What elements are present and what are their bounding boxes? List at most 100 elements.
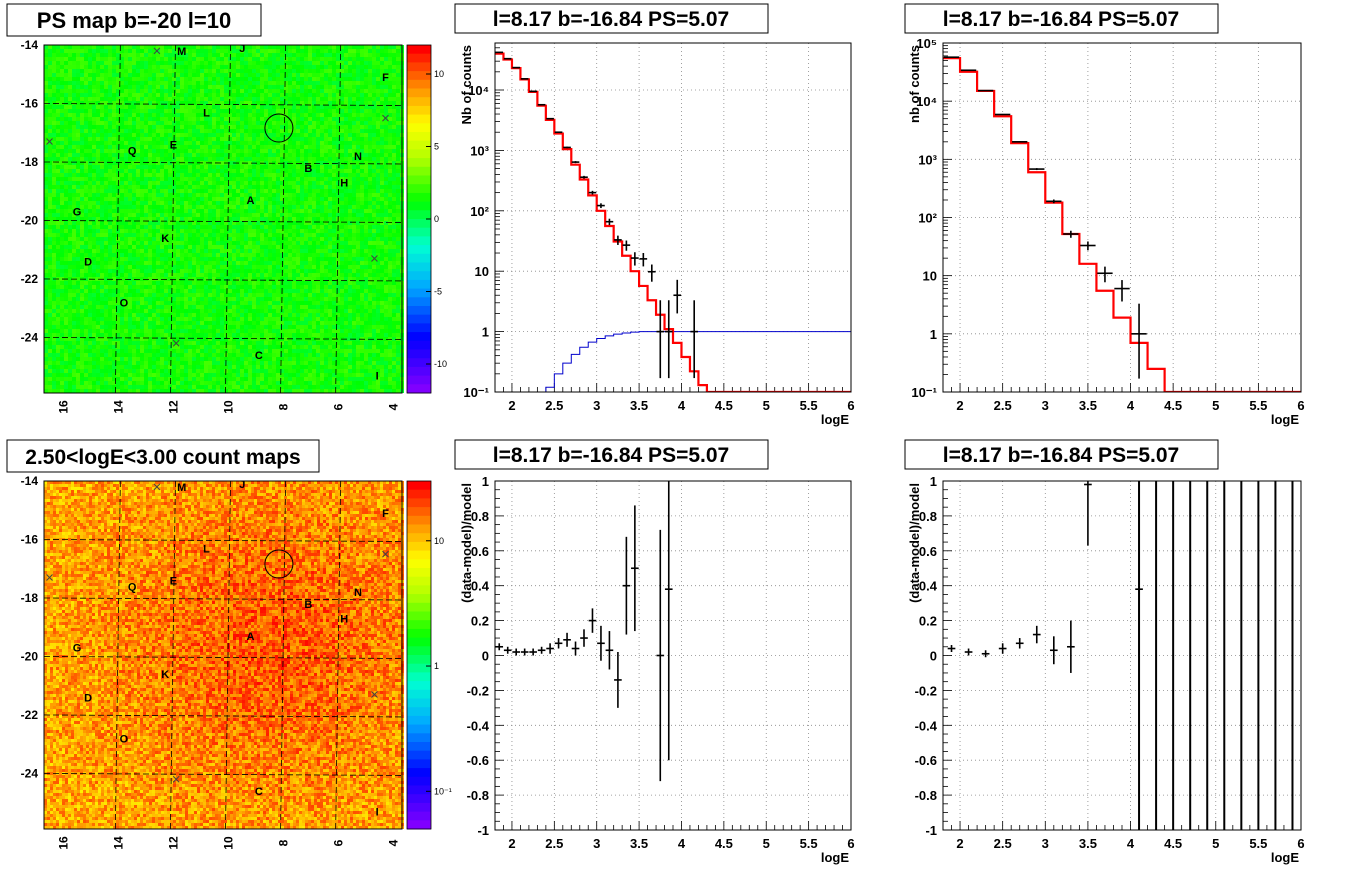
y-tick-label: -0.2 <box>915 683 937 698</box>
x-tick-label: 3.5 <box>1079 836 1097 851</box>
data-point <box>639 253 648 267</box>
map-y-tick-label: -20 <box>21 649 39 663</box>
source-cross <box>46 574 53 581</box>
source-label: Q <box>128 145 137 157</box>
plot-frame <box>942 42 1302 393</box>
map-x-tick-label: 14 <box>111 400 125 414</box>
data-point <box>664 300 673 379</box>
x-tick-label: 5 <box>763 836 770 851</box>
map-y-tick-label: -20 <box>21 213 39 227</box>
x-tick-label: 4 <box>678 398 686 413</box>
title-box-map-top: PS map b=-20 l=10 <box>6 3 262 37</box>
map-bottom-panel: 16 14 12 10 8 6 4 -14 -16 -18 -20 -22 -24 M J F L Q E N B H A G… <box>21 474 452 850</box>
data-point <box>1080 241 1096 251</box>
y-tick-label: -0.4 <box>467 718 490 733</box>
source-cross <box>172 339 180 347</box>
y-tick-label: 10² <box>470 204 489 219</box>
ps-map-grid <box>43 44 403 394</box>
y-tick-label: 10³ <box>918 152 937 167</box>
data-point <box>1046 199 1062 204</box>
source-cross <box>371 255 378 262</box>
y-tick-label: -0.4 <box>915 718 938 733</box>
y-tick-label: -0.6 <box>467 753 489 768</box>
y-tick-label: 0.6 <box>471 544 489 559</box>
x-tick-label: 5 <box>1212 836 1219 851</box>
source-label: F <box>382 508 389 520</box>
source-cross <box>382 114 389 122</box>
data-point <box>1012 141 1028 143</box>
x-tick-label: 3 <box>1042 836 1049 851</box>
map-x-tick-label: 16 <box>56 400 70 414</box>
source-label: M <box>177 482 186 494</box>
x-tick-label: 5 <box>1212 398 1219 413</box>
source-cross <box>382 550 389 558</box>
data-point <box>580 629 588 647</box>
data-point <box>1131 303 1147 379</box>
data-point <box>1063 230 1079 238</box>
plot-contents <box>943 56 1301 392</box>
plot-frame <box>942 480 1302 831</box>
source-cross <box>172 775 180 783</box>
plot-frame <box>494 480 852 831</box>
colorbar-tick-label: 10 <box>434 536 444 546</box>
source-label: M <box>177 46 186 58</box>
colorbar-tick-label: 0 <box>434 214 439 224</box>
spectrum-chart-mid: 2 2.5 3 3.5 4 4.5 5 5.5 6 10⁻¹ 1 10 10² 10³ 10⁴ logE Nb … <box>459 42 855 427</box>
map-x-tick-label: 16 <box>56 836 70 850</box>
data-point <box>580 175 588 179</box>
y-tick-label: 0.6 <box>919 544 937 559</box>
x-tick-label: 5 <box>763 398 770 413</box>
source-label: H <box>340 613 348 625</box>
data-point <box>563 146 571 149</box>
x-tick-label: 3 <box>593 398 600 413</box>
source-label: A <box>247 631 255 643</box>
y-tick-label: 10³ <box>470 143 489 158</box>
ps-colorbar: 10 5 0 -5 -10 <box>406 44 447 394</box>
map-y-tick-label: -14 <box>21 38 39 52</box>
source-cross <box>371 691 378 698</box>
y-tick-label: 10⁻¹ <box>911 385 937 400</box>
y-tick-label: -1 <box>477 823 489 838</box>
y-axis-label: (data-model)/model <box>907 483 922 603</box>
y-tick-label: -0.8 <box>915 788 937 803</box>
map-x-tick-label: 4 <box>387 839 401 846</box>
x-tick-label: 6 <box>1297 398 1304 413</box>
x-axis-label: logE <box>1271 412 1299 427</box>
source-label: J <box>239 479 245 491</box>
x-tick-label: 3 <box>1042 398 1049 413</box>
y-tick-label: 0.8 <box>919 509 937 524</box>
y-tick-label: 10² <box>918 211 937 226</box>
data-point <box>673 279 682 314</box>
source-label: E <box>170 139 177 151</box>
y-tick-label: 10⁴ <box>916 94 937 109</box>
data-point <box>614 652 622 708</box>
data-point <box>546 117 554 120</box>
data-point <box>588 190 597 195</box>
map-x-tick-label: 8 <box>277 403 291 410</box>
source-label: F <box>382 72 389 84</box>
map-y-tick-label: -24 <box>21 766 39 780</box>
x-tick-label: 4.5 <box>1164 836 1182 851</box>
y-tick-label: -0.2 <box>467 683 489 698</box>
data-point <box>1114 280 1130 302</box>
data-point <box>495 643 504 651</box>
data-point <box>605 218 614 226</box>
x-tick-label: 2.5 <box>994 836 1012 851</box>
y-tick-label: 10⁻¹ <box>463 385 489 400</box>
map-y-tick-label: -14 <box>21 474 39 488</box>
data-point <box>964 648 973 656</box>
source-label: B <box>304 599 312 611</box>
x-tick-label: 5.5 <box>1249 836 1267 851</box>
y-axis-label: (data-model)/model <box>459 483 474 603</box>
source-label: G <box>73 207 82 219</box>
cnt-colorbar: 10 1 10⁻¹ <box>406 480 452 830</box>
x-tick-label: 2 <box>508 398 515 413</box>
cnt-map-field <box>44 481 404 829</box>
source-cross <box>153 483 161 491</box>
axis-ticks <box>942 42 1302 393</box>
model-line <box>495 52 851 392</box>
y-tick-label: -0.8 <box>467 788 489 803</box>
spec-right-title: l=8.17 b=-16.84 PS=5.07 <box>943 8 1179 31</box>
data-point <box>605 631 614 670</box>
data-point <box>947 645 956 653</box>
